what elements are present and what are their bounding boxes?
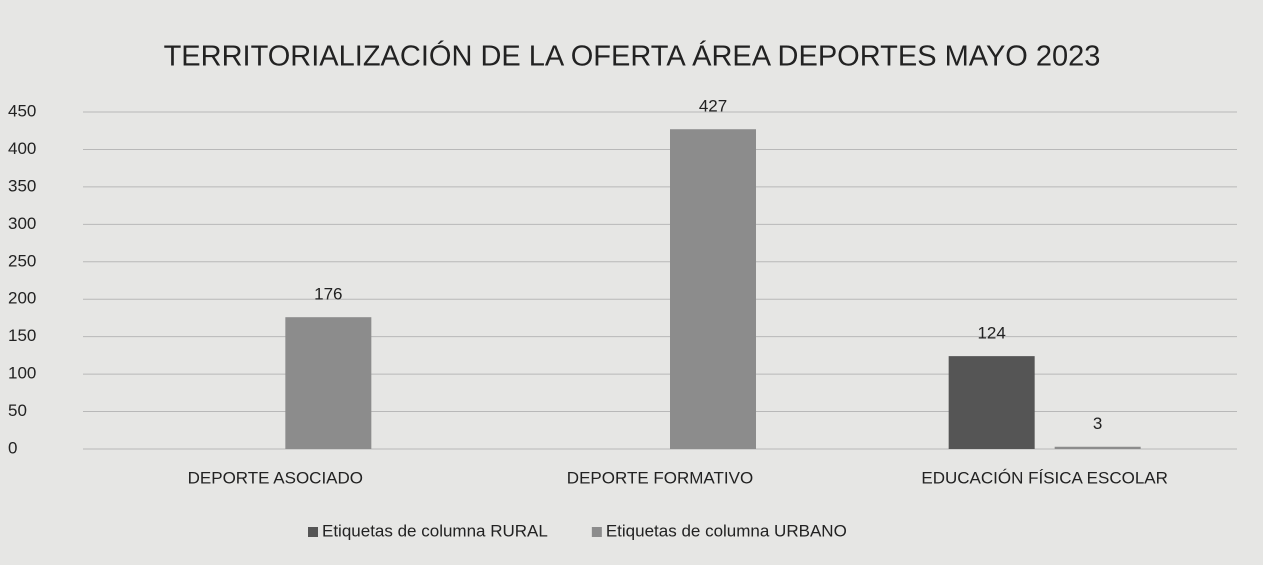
legend-label: Etiquetas de columna RURAL (322, 521, 548, 540)
legend-swatch (591, 527, 602, 537)
x-tick-label: EDUCACIÓN FÍSICA ESCOLAR (921, 468, 1168, 487)
y-tick-label: 450 (8, 101, 36, 120)
y-tick-label: 300 (8, 214, 36, 233)
value-label: 176 (314, 285, 342, 304)
legend-swatch (308, 527, 318, 537)
bar (1054, 446, 1141, 449)
y-tick-label: 250 (8, 251, 36, 270)
legend-label: Etiquetas de columna URBANO (606, 521, 847, 540)
y-tick-label: 50 (8, 401, 27, 420)
bar (670, 129, 756, 450)
bar (948, 356, 1035, 449)
value-label: 124 (977, 324, 1005, 343)
y-tick-label: 150 (8, 326, 36, 345)
y-tick-label: 0 (8, 438, 17, 457)
value-label: 427 (699, 97, 727, 116)
y-tick-label: 350 (8, 176, 36, 195)
x-tick-label: DEPORTE ASOCIADO (188, 468, 363, 487)
chart-title: TERRITORIALIZACIÓN DE LA OFERTA ÁREA DEP… (164, 40, 1101, 73)
x-tick-label: DEPORTE FORMATIVO (567, 468, 753, 487)
y-tick-label: 200 (8, 289, 36, 308)
y-tick-label: 100 (8, 364, 36, 383)
y-tick-label: 400 (8, 139, 36, 158)
bar (285, 317, 372, 449)
value-label: 3 (1093, 414, 1102, 433)
